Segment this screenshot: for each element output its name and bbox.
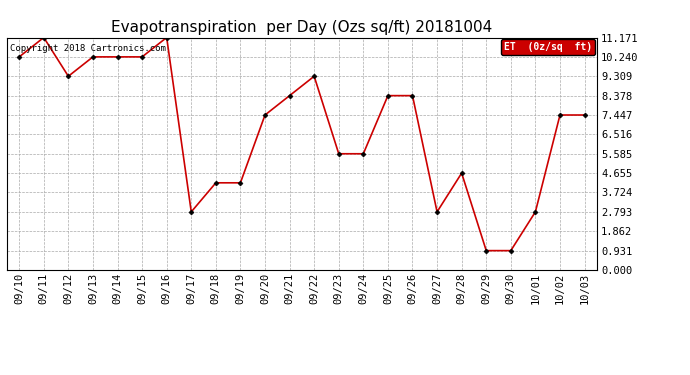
Legend: ET  (0z/sq  ft): ET (0z/sq ft) (501, 39, 595, 55)
Text: Copyright 2018 Cartronics.com: Copyright 2018 Cartronics.com (10, 45, 166, 54)
Title: Evapotranspiration  per Day (Ozs sq/ft) 20181004: Evapotranspiration per Day (Ozs sq/ft) 2… (111, 20, 493, 35)
